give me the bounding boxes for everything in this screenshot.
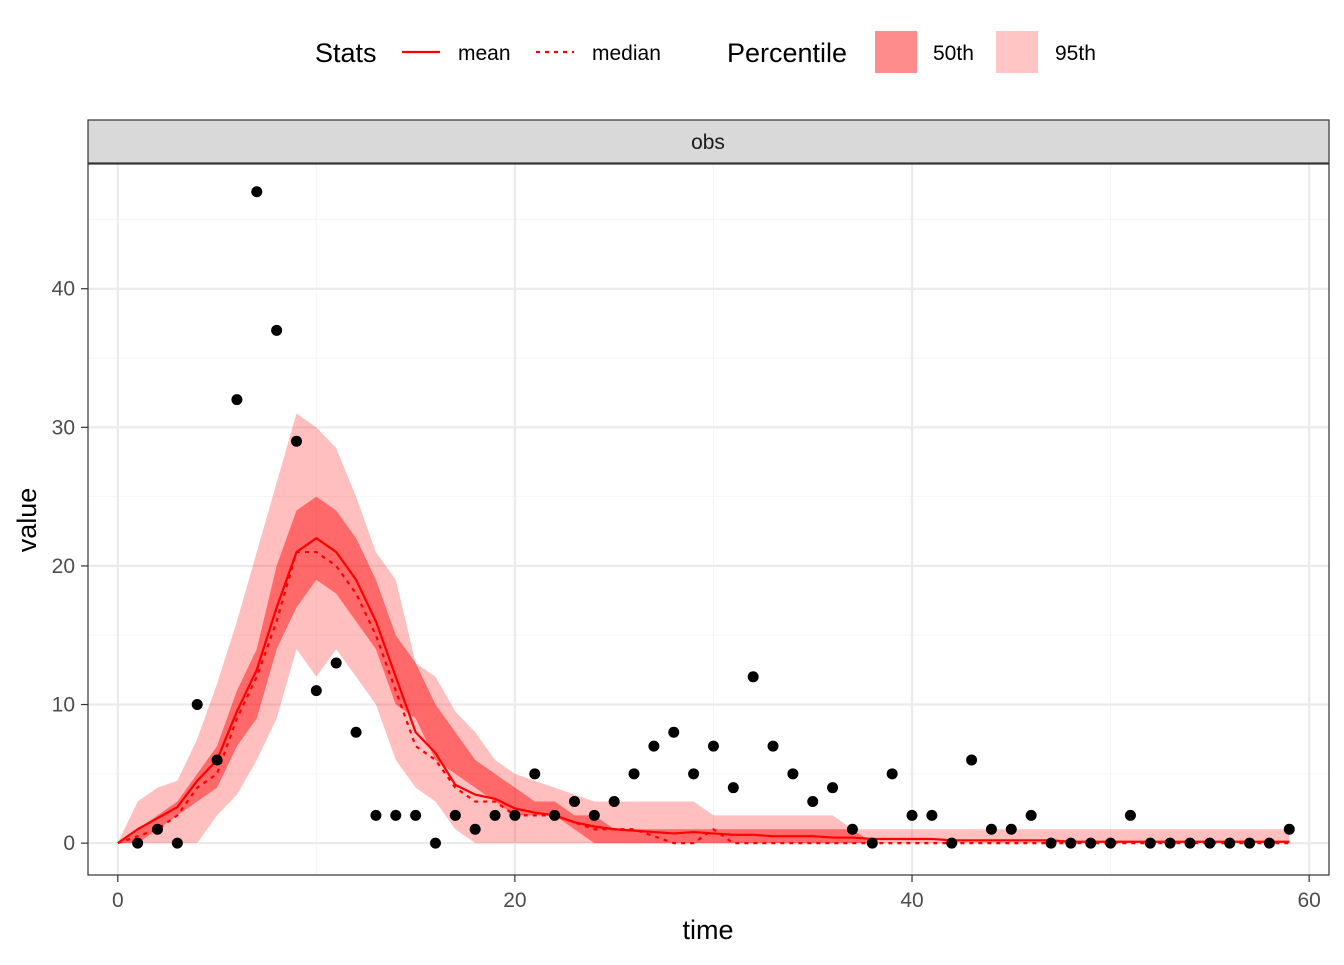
observed-point xyxy=(787,768,799,780)
observed-point xyxy=(191,699,203,711)
legend: Stats mean median Percentile 50th 95th xyxy=(315,31,1096,73)
observed-point xyxy=(509,809,521,821)
y-tick-label: 20 xyxy=(52,555,75,578)
observed-point xyxy=(588,809,600,821)
y-tick-label: 40 xyxy=(52,278,75,301)
observed-point xyxy=(529,768,541,780)
observed-point xyxy=(926,809,938,821)
observed-point xyxy=(310,685,322,697)
facet-strip: obs xyxy=(87,119,1330,164)
observed-point xyxy=(747,671,759,683)
observed-point xyxy=(429,837,441,849)
observed-points xyxy=(132,186,1295,849)
legend-50th-label: 50th xyxy=(933,42,974,65)
observed-point xyxy=(410,809,422,821)
y-tick-label: 30 xyxy=(52,416,75,439)
facet-strip-bg xyxy=(87,119,1330,164)
y-tick-label: 0 xyxy=(63,832,75,855)
observed-point xyxy=(628,768,640,780)
observed-point xyxy=(1144,837,1156,849)
observed-point xyxy=(966,754,978,766)
legend-95th-swatch xyxy=(996,31,1038,73)
panel-border xyxy=(87,163,1330,876)
grid-minor xyxy=(88,164,1329,875)
observed-point xyxy=(1045,837,1057,849)
legend-mean-label: mean xyxy=(458,42,511,65)
observed-point xyxy=(866,837,878,849)
observed-point xyxy=(688,768,700,780)
legend-percentile-title: Percentile xyxy=(727,38,847,68)
y-axis-ticks: 0 10 20 30 40 xyxy=(52,278,88,855)
observed-point xyxy=(1263,837,1275,849)
observed-point xyxy=(707,740,719,752)
observed-point xyxy=(330,657,342,669)
observed-point xyxy=(946,837,958,849)
legend-stats-title: Stats xyxy=(315,38,377,68)
observed-point xyxy=(1283,823,1295,835)
band-95th xyxy=(117,413,1290,844)
observed-point xyxy=(727,782,739,794)
observed-point xyxy=(390,809,402,821)
observed-point xyxy=(985,823,997,835)
observed-point xyxy=(171,837,183,849)
observed-point xyxy=(906,809,918,821)
observed-point xyxy=(827,782,839,794)
observed-point xyxy=(668,726,680,738)
x-tick-label: 40 xyxy=(900,889,923,912)
legend-95th-label: 95th xyxy=(1055,42,1096,65)
observed-point xyxy=(1025,809,1037,821)
x-axis-ticks: 0 20 40 60 xyxy=(112,875,1321,912)
observed-point xyxy=(1244,837,1256,849)
observed-point xyxy=(1224,837,1236,849)
observed-point xyxy=(271,324,283,336)
observed-point xyxy=(231,394,243,406)
x-tick-label: 0 xyxy=(112,889,124,912)
observed-point xyxy=(489,809,501,821)
observed-point xyxy=(151,823,163,835)
plot-panel xyxy=(87,163,1330,876)
observed-point xyxy=(807,796,819,808)
observed-point xyxy=(132,837,144,849)
observed-point xyxy=(449,809,461,821)
observed-point xyxy=(1204,837,1216,849)
observed-point xyxy=(549,809,561,821)
observed-point xyxy=(350,726,362,738)
x-axis-title: time xyxy=(682,915,733,945)
y-tick-label: 10 xyxy=(52,694,75,717)
observed-point xyxy=(370,809,382,821)
observed-point xyxy=(1105,837,1117,849)
observed-point xyxy=(469,823,481,835)
facet-strip-label: obs xyxy=(691,131,725,154)
legend-median-label: median xyxy=(592,42,661,65)
observed-point xyxy=(886,768,898,780)
x-tick-label: 60 xyxy=(1297,889,1320,912)
observed-point xyxy=(290,435,302,447)
observed-point xyxy=(767,740,779,752)
y-axis-title: value xyxy=(12,488,42,553)
observed-point xyxy=(1005,823,1017,835)
observed-point xyxy=(1085,837,1097,849)
observed-point xyxy=(211,754,223,766)
observed-point xyxy=(251,186,263,198)
observed-point xyxy=(1124,809,1136,821)
observed-point xyxy=(608,796,620,808)
x-tick-label: 20 xyxy=(503,889,526,912)
observed-point xyxy=(568,796,580,808)
grid-major xyxy=(88,164,1329,875)
panel-background xyxy=(88,164,1329,875)
observed-point xyxy=(1184,837,1196,849)
observed-point xyxy=(1065,837,1077,849)
legend-50th-swatch xyxy=(875,31,917,73)
percentile-bands xyxy=(117,413,1290,844)
observed-point xyxy=(1164,837,1176,849)
observed-point xyxy=(648,740,660,752)
observed-point xyxy=(846,823,858,835)
axes: 0 20 40 60 0 10 20 30 40 time value xyxy=(12,278,1321,945)
